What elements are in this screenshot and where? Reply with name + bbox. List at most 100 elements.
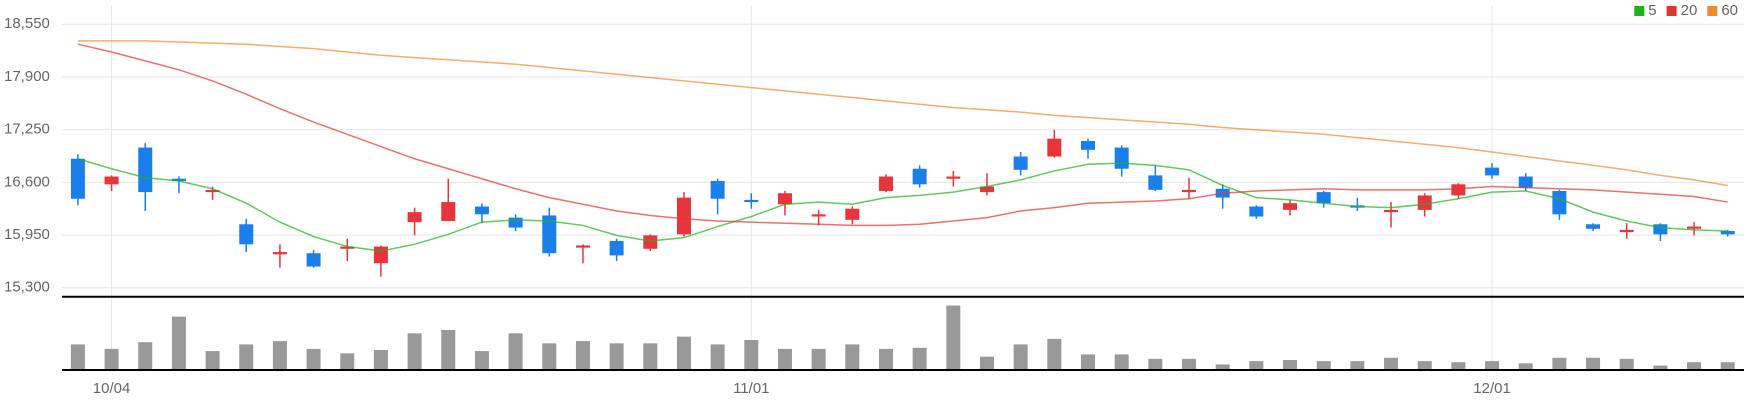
volume-bar [1350,361,1365,370]
candle-body [508,217,523,228]
candle-body [1687,226,1702,229]
candle-body [1249,206,1264,217]
volume-bar [1013,344,1028,370]
volume-bar [1687,362,1702,370]
candle-body [542,215,557,254]
candle-body [845,208,860,220]
candle-body [1148,175,1163,190]
legend-swatch [1666,6,1677,16]
y-tick-label: 16,600 [4,173,50,190]
volume-bar [609,343,624,370]
volume-bar [508,333,523,370]
candle-body [407,212,422,223]
ma-line [77,43,1728,227]
volume-bar [171,316,186,370]
x-tick-label: 11/01 [733,380,769,397]
candle-body [306,253,321,267]
ma-line [77,158,1728,252]
y-tick-label: 18,550 [4,15,50,32]
candle-body [373,246,388,264]
candle-body [1451,184,1466,196]
volume-bar [70,344,85,370]
legend-label: 60 [1721,2,1738,19]
volume-bar [1653,365,1668,370]
candle-body [1316,192,1331,204]
candle-body [1081,140,1095,150]
volume-bar [306,348,321,370]
candle-body [1013,156,1028,170]
candle-body [138,147,153,193]
volume-bar [1249,361,1264,370]
volume-bar [643,343,658,370]
volume-bar [272,341,287,370]
volume-bar [340,353,355,370]
candle-body [441,202,456,221]
volume-bar [979,356,994,370]
volume-bar [811,348,826,370]
volume-bar [1518,363,1533,370]
volume-bar [1552,357,1567,370]
volume-bar [1384,357,1399,370]
candle-body [575,245,590,248]
volume-bar [138,342,153,370]
volume-bar [777,348,792,370]
x-tick-label: 10/04 [93,380,131,397]
volume-bar [474,351,489,370]
volume-bar [1485,361,1500,370]
volume-bar [845,344,860,370]
candle-body [1047,138,1062,157]
candle-body [912,168,927,185]
volume-bar [104,348,119,370]
volume-bar [946,305,961,370]
volume-bar [239,344,254,370]
volume-bar [1451,362,1466,370]
x-tick-label: 12/01 [1473,380,1511,397]
volume-bar [1316,361,1331,370]
volume-bar [407,333,422,370]
volume-bar [542,343,557,370]
volume-bar [1114,354,1129,370]
volume-bar [744,339,759,370]
candle-body [1552,190,1567,215]
volume-bar [575,341,590,370]
legend-swatch [1707,6,1718,16]
candle-body [1114,147,1129,169]
volume-bar [441,329,456,370]
volume-bar [1586,357,1601,370]
candle-body [811,214,826,217]
candle-body [643,235,658,249]
volume-bar [1619,358,1634,370]
y-tick-label: 17,250 [4,121,50,138]
volume-bar [1417,361,1432,370]
candle-body [70,158,85,199]
volume-bar [1182,358,1197,370]
candle-body [1720,231,1735,235]
volume-bar [1215,364,1230,370]
y-tick-label: 15,950 [4,226,50,243]
candle-body [1653,224,1668,235]
candle-body [1417,195,1432,210]
legend-label: 20 [1681,2,1698,19]
candle-body [239,224,254,245]
candle-body [710,180,725,199]
candle-body [946,176,961,179]
volume-bar [1081,354,1095,370]
volume-bar [710,344,725,370]
candle-body [744,199,759,203]
volume-bar [1148,358,1163,370]
legend-swatch [1634,6,1645,16]
y-tick-label: 17,900 [4,68,50,85]
y-tick-label: 15,300 [4,279,50,296]
legend-label: 5 [1648,2,1656,19]
volume-bar [1047,338,1062,370]
candle-body [474,206,489,215]
candle-body [1518,176,1533,188]
candle-body [676,197,691,235]
candle-body [104,176,119,185]
candle-body [1182,189,1197,193]
candle-body [878,176,893,191]
candle-body [979,186,994,193]
candle-body [205,189,220,193]
